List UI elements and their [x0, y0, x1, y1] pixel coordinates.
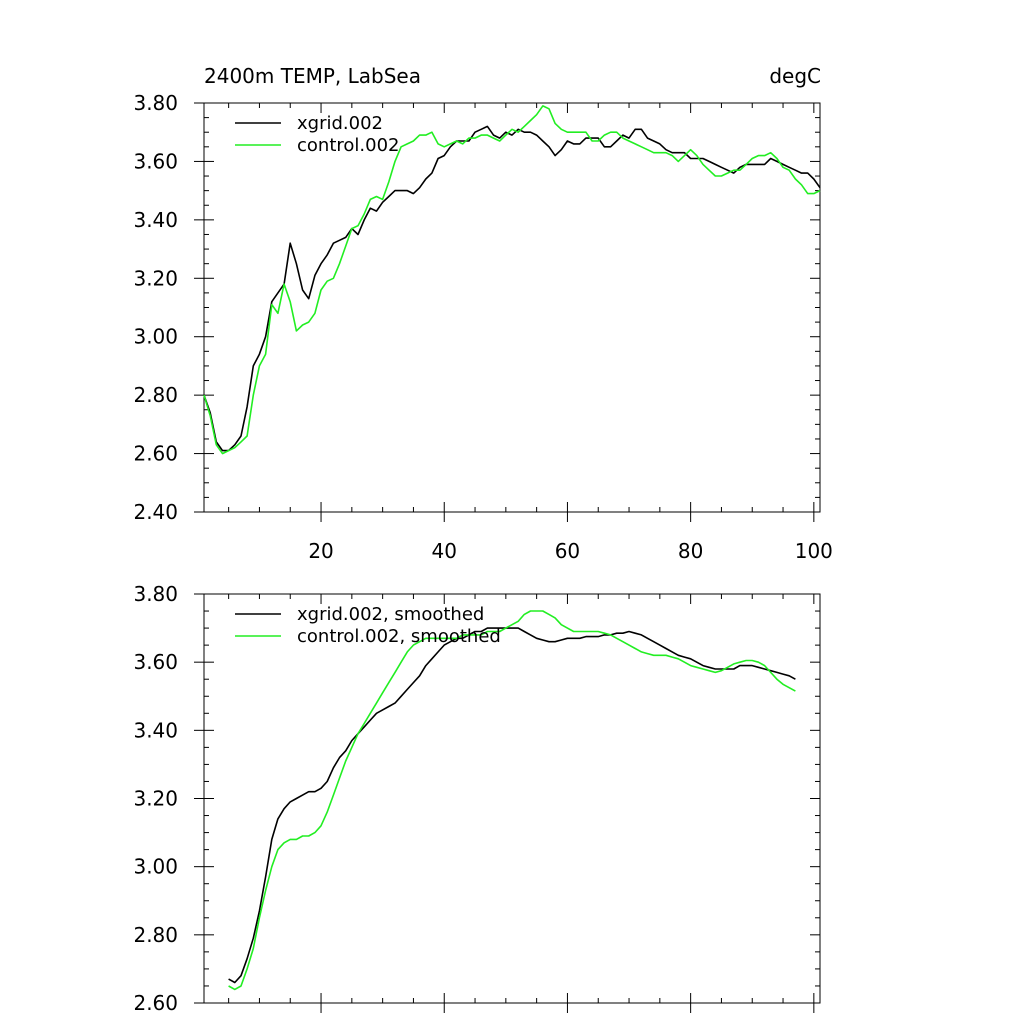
- y-tick-label: 2.80: [133, 923, 178, 947]
- chart-title-left: 2400m TEMP, LabSea: [204, 64, 421, 88]
- legend-label-1: control.002: [297, 135, 399, 156]
- x-tick-label: 80: [678, 539, 703, 563]
- series-line-1: [203, 105, 821, 455]
- y-tick-label: 3.00: [133, 325, 178, 349]
- y-tick-label: 3.60: [133, 650, 178, 674]
- y-tick-label: 3.40: [133, 718, 178, 742]
- series-line-0: [203, 125, 821, 452]
- plot-frame: [203, 102, 821, 513]
- y-tick-label: 2.60: [133, 991, 178, 1015]
- chart-title-right: degC: [769, 64, 821, 88]
- x-tick-label: 40: [432, 539, 457, 563]
- y-tick-label: 3.20: [133, 787, 178, 811]
- legend-label-0: xgrid.002: [297, 113, 383, 134]
- bottom-panel: 2.60 2.80 3.00 3.20 3.40 3.60 3.80 xgrid.002, s…: [133, 582, 821, 1015]
- y-tick-label: 3.40: [133, 208, 178, 232]
- y-tick-label: 3.00: [133, 855, 178, 879]
- y-tick-label: 3.80: [133, 582, 178, 606]
- legend-label-0: xgrid.002, smoothed: [297, 604, 484, 625]
- y-tick-label: 3.60: [133, 149, 178, 173]
- x-tick-label: 20: [308, 539, 333, 563]
- y-tick-label: 2.60: [133, 442, 178, 466]
- legend-label-1: control.002, smoothed: [297, 626, 501, 647]
- x-tick-label: 100: [795, 539, 833, 563]
- y-tick-label: 2.40: [133, 500, 178, 524]
- y-tick-label: 3.80: [133, 91, 178, 115]
- series-line-1: [228, 610, 796, 991]
- x-tick-label: 60: [555, 539, 580, 563]
- top-panel: 2400m TEMP, LabSea degC 2.40 2.60 2.80 3.00…: [133, 64, 832, 563]
- y-tick-label: 3.20: [133, 266, 178, 290]
- series-line-0: [228, 627, 796, 984]
- y-tick-label: 2.80: [133, 383, 178, 407]
